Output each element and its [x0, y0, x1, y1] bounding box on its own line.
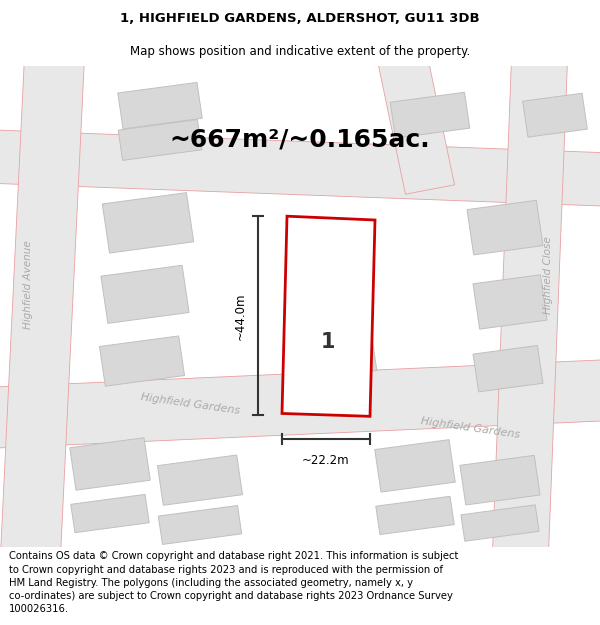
Text: ~667m²/~0.165ac.: ~667m²/~0.165ac. — [170, 128, 430, 152]
Polygon shape — [118, 82, 202, 129]
Polygon shape — [102, 192, 194, 253]
Polygon shape — [376, 496, 454, 534]
Polygon shape — [158, 506, 242, 544]
Polygon shape — [70, 438, 150, 490]
Polygon shape — [299, 314, 377, 380]
Polygon shape — [282, 216, 375, 416]
Text: Map shows position and indicative extent of the property.: Map shows position and indicative extent… — [130, 45, 470, 58]
Polygon shape — [0, 45, 85, 568]
Text: Highfield Close: Highfield Close — [543, 236, 553, 314]
Polygon shape — [460, 456, 540, 505]
Polygon shape — [390, 92, 470, 138]
Polygon shape — [473, 346, 543, 392]
Text: Highfield Gardens: Highfield Gardens — [140, 392, 240, 416]
Polygon shape — [376, 42, 455, 194]
Polygon shape — [71, 494, 149, 532]
Text: 1, HIGHFIELD GARDENS, ALDERSHOT, GU11 3DB: 1, HIGHFIELD GARDENS, ALDERSHOT, GU11 3D… — [120, 12, 480, 25]
Text: Highfield Avenue: Highfield Avenue — [23, 241, 33, 329]
Polygon shape — [157, 455, 242, 505]
Polygon shape — [375, 439, 455, 492]
Text: ~44.0m: ~44.0m — [233, 292, 247, 339]
Polygon shape — [101, 265, 189, 323]
Polygon shape — [100, 336, 185, 386]
Polygon shape — [473, 275, 547, 329]
Text: ~22.2m: ~22.2m — [302, 454, 350, 467]
Polygon shape — [0, 129, 600, 207]
Polygon shape — [523, 93, 587, 137]
Text: Highfield Gardens: Highfield Gardens — [420, 416, 520, 439]
Text: 1: 1 — [321, 332, 335, 352]
Polygon shape — [492, 46, 568, 567]
Polygon shape — [118, 119, 202, 161]
Text: Contains OS data © Crown copyright and database right 2021. This information is : Contains OS data © Crown copyright and d… — [9, 551, 458, 614]
Polygon shape — [0, 359, 600, 449]
Polygon shape — [467, 201, 543, 255]
Polygon shape — [461, 505, 539, 541]
